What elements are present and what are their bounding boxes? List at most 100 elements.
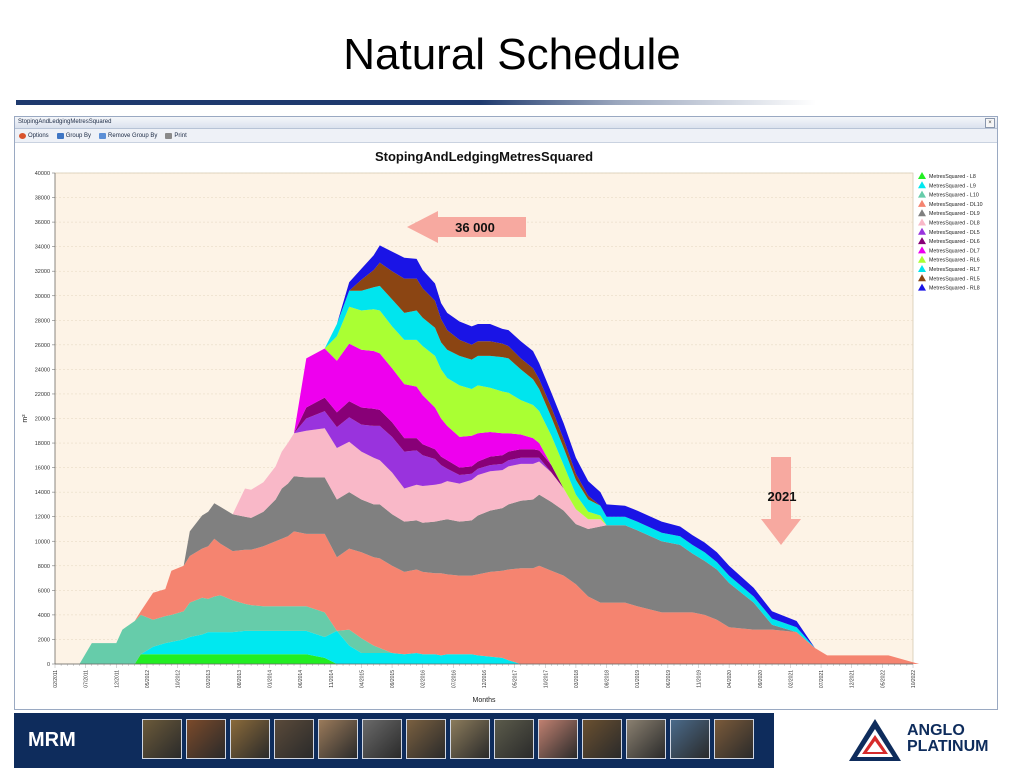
legend-swatch — [918, 246, 926, 254]
y-tick-label: 38000 — [35, 196, 50, 202]
x-tick-label: 05/2022 — [880, 670, 886, 688]
area-series-5 — [55, 476, 920, 664]
y-tick-label: 12000 — [35, 515, 50, 521]
y-tick-label: 8000 — [38, 564, 50, 570]
anglo-platinum-logo: ANGLO PLATINUM — [847, 717, 997, 763]
x-tick-label: 11/2014 — [329, 670, 335, 688]
footer-photo-thumbnail — [450, 719, 490, 759]
annotation-arrow-down: 2021 — [761, 457, 801, 545]
y-tick-label: 34000 — [35, 245, 50, 251]
y-tick-label: 6000 — [38, 588, 50, 594]
legend-label: MetresSquared - L8 — [929, 174, 976, 180]
y-tick-label: 2000 — [38, 637, 50, 643]
x-tick-label: 04/2020 — [727, 670, 733, 688]
legend-label: MetresSquared - RL7 — [929, 267, 980, 273]
legend-label: MetresSquared - DL6 — [929, 239, 980, 245]
footer-photo-thumbnail — [142, 719, 182, 759]
y-tick-label: 22000 — [35, 392, 50, 398]
logo-text-line2: PLATINUM — [907, 738, 989, 755]
legend-swatch — [918, 181, 926, 189]
legend-label: MetresSquared - DL8 — [929, 221, 980, 227]
legend-label: MetresSquared - DL5 — [929, 230, 980, 236]
footer-photo-thumbnail — [714, 719, 754, 759]
x-tick-label: 02/2016 — [421, 670, 427, 688]
x-tick-label: 08/2018 — [605, 670, 611, 688]
x-tick-label: 08/2013 — [237, 670, 243, 688]
legend-label: MetresSquared - L10 — [929, 193, 979, 199]
y-tick-label: 10000 — [35, 539, 50, 545]
area-series-1 — [55, 654, 920, 664]
logo-text-line1: ANGLO — [907, 722, 965, 739]
x-tick-label: 09/2020 — [758, 670, 764, 688]
area-series-3 — [55, 595, 920, 664]
y-tick-label: 0 — [47, 662, 50, 668]
remove-group-by-label: Remove Group By — [108, 132, 158, 139]
legend-label: MetresSquared - RL8 — [929, 286, 980, 292]
annotation-arrow-left: 36 000 — [407, 211, 526, 243]
chart-window: StopingAndLedgingMetresSquared × Options… — [14, 116, 998, 710]
footer-photo-thumbnail — [582, 719, 622, 759]
options-icon — [19, 132, 26, 139]
print-button[interactable]: Print — [165, 132, 187, 139]
x-tick-label: 09/2015 — [390, 670, 396, 688]
chart-toolbar: Options Group By Remove Group By Print — [15, 129, 997, 143]
x-tick-label: 11/2019 — [697, 670, 703, 688]
x-tick-label: 10/2012 — [176, 670, 182, 688]
x-tick-label: 07/2021 — [819, 670, 825, 688]
remove-group-by-button[interactable]: Remove Group By — [99, 132, 158, 139]
title-divider — [16, 100, 816, 105]
area-series-13 — [55, 245, 920, 664]
y-tick-label: 20000 — [35, 417, 50, 423]
footer-photo-thumbnail — [274, 719, 314, 759]
y-tick-label: 26000 — [35, 343, 50, 349]
x-tick-label: 04/2015 — [359, 670, 365, 688]
legend-swatch — [918, 265, 926, 272]
photo-strip — [142, 719, 754, 759]
footer-band: MRM — [14, 713, 774, 768]
group-by-button[interactable]: Group By — [56, 132, 91, 139]
legend-swatch — [918, 255, 926, 263]
area-series-6 — [55, 428, 920, 664]
x-axis-label: Months — [473, 697, 496, 704]
y-tick-label: 40000 — [35, 171, 50, 177]
legend-swatch — [918, 190, 926, 198]
x-tick-label: 10/2022 — [911, 670, 917, 688]
y-tick-label: 36000 — [35, 220, 50, 226]
footer-brand: MRM — [28, 729, 76, 751]
print-label: Print — [174, 132, 187, 139]
footer-photo-thumbnail — [626, 719, 666, 759]
legend-swatch — [918, 227, 926, 235]
logo-mark-icon — [849, 719, 901, 761]
x-tick-label: 06/2019 — [666, 670, 672, 688]
legend-label: MetresSquared - L9 — [929, 183, 976, 189]
y-tick-label: 18000 — [35, 441, 50, 447]
legend-swatch — [918, 274, 926, 282]
legend-swatch — [918, 199, 926, 207]
x-tick-label: 10/2017 — [543, 670, 549, 688]
footer-photo-thumbnail — [362, 719, 402, 759]
x-tick-label: 07/2011 — [84, 670, 90, 688]
footer-photo-thumbnail — [670, 719, 710, 759]
footer-photo-thumbnail — [186, 719, 226, 759]
legend-label: MetresSquared - RL5 — [929, 276, 980, 282]
x-tick-label: 07/2016 — [451, 670, 457, 688]
footer-photo-thumbnail — [538, 719, 578, 759]
legend-swatch — [918, 209, 926, 217]
footer-photo-thumbnail — [318, 719, 358, 759]
legend-swatch — [918, 172, 926, 179]
options-button[interactable]: Options — [19, 132, 49, 139]
x-tick-label: 01/2014 — [268, 670, 274, 688]
stacked-area-chart: StopingAndLedgingMetresSquared 0 2000 4000 6… — [22, 149, 983, 704]
x-tick-label: 12/2021 — [850, 670, 856, 688]
x-tick-label: 06/2014 — [298, 670, 304, 688]
legend-label: MetresSquared - RL6 — [929, 258, 980, 264]
x-tick-label: 02/2021 — [788, 670, 794, 688]
window-titlebar: StopingAndLedgingMetresSquared × — [15, 117, 997, 129]
area-series-12 — [55, 262, 920, 664]
y-tick-label: 28000 — [35, 318, 50, 324]
close-icon[interactable]: × — [985, 118, 995, 128]
x-tick-label: 03/2018 — [574, 670, 580, 688]
footer-photo-thumbnail — [494, 719, 534, 759]
y-tick-label: 4000 — [38, 613, 50, 619]
remove-group-by-icon — [99, 132, 107, 139]
